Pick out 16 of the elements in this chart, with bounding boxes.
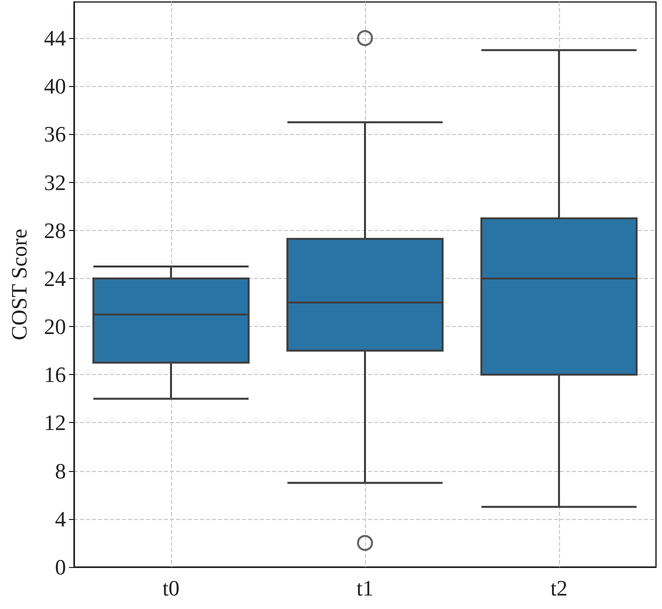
y-tick-label: 12	[44, 410, 66, 436]
y-tick-label: 16	[44, 362, 66, 388]
y-tick-label: 40	[44, 74, 66, 99]
y-tick-label: 0	[55, 554, 66, 580]
x-tick-label: t0	[162, 576, 180, 600]
y-tick-label: 36	[44, 122, 66, 147]
y-tick-label: 20	[44, 314, 66, 340]
y-axis-title: COST Score	[6, 228, 32, 340]
y-tick-label: 24	[44, 266, 66, 291]
x-tick-label: t1	[356, 576, 374, 600]
y-tick-label: 32	[44, 170, 66, 195]
y-tick-label: 4	[55, 506, 66, 532]
y-tick-label: 44	[44, 26, 66, 51]
y-tick-label: 28	[44, 218, 66, 243]
y-tick-label: 8	[55, 458, 66, 484]
x-tick-label: t2	[550, 576, 568, 600]
